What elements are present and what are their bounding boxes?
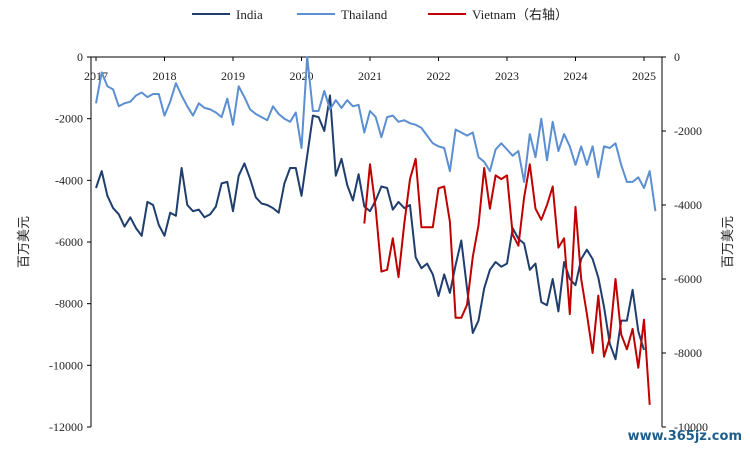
x-tick-label: 2023 xyxy=(495,69,519,83)
series-line-vietnam xyxy=(363,157,651,405)
y-right-tick-label: 0 xyxy=(674,50,680,64)
y-right-tick-label: -4000 xyxy=(674,198,702,212)
y-axis-right-title: 百万美元 xyxy=(721,216,736,268)
x-tick-label: 2024 xyxy=(564,69,588,83)
watermark-text: www.365jz.com xyxy=(628,429,742,444)
x-tick-label: 2022 xyxy=(427,69,451,83)
x-tick-label: 2019 xyxy=(221,69,245,83)
y-left-tick-label: -2000 xyxy=(55,112,83,126)
legend-label-vietnam: Vietnam（右轴） xyxy=(472,7,568,22)
y-right-tick-label: -2000 xyxy=(674,124,702,138)
y-left-tick-label: 0 xyxy=(77,50,83,64)
y-right-tick-label: -8000 xyxy=(674,346,702,360)
legend-label-india: India xyxy=(236,7,263,22)
y-right-tick-label: -6000 xyxy=(674,272,702,286)
y-axis-left-title: 百万美元 xyxy=(17,216,32,268)
x-tick-label: 2025 xyxy=(632,69,656,83)
y-left-tick-label: -8000 xyxy=(55,297,83,311)
y-left-tick-label: -4000 xyxy=(55,173,83,187)
legend-label-thailand: Thailand xyxy=(341,7,388,22)
x-tick-label: 2021 xyxy=(358,69,382,83)
series-line-india xyxy=(95,94,645,361)
plot-lines xyxy=(95,56,657,405)
axes: 2017 2018 2019 2020 2021 2022 2023 2024 20250-20… xyxy=(49,50,708,434)
y-left-tick-label: -6000 xyxy=(55,235,83,249)
x-tick-label: 2018 xyxy=(153,69,177,83)
series-line-thailand xyxy=(95,56,657,212)
y-left-tick-label: -12000 xyxy=(49,420,83,434)
y-left-tick-label: -10000 xyxy=(49,358,83,372)
y-right-tick-label: -10000 xyxy=(674,420,708,434)
legend: India Thailand Vietnam（右轴） xyxy=(192,7,568,22)
x-tick-label: 2020 xyxy=(290,69,314,83)
